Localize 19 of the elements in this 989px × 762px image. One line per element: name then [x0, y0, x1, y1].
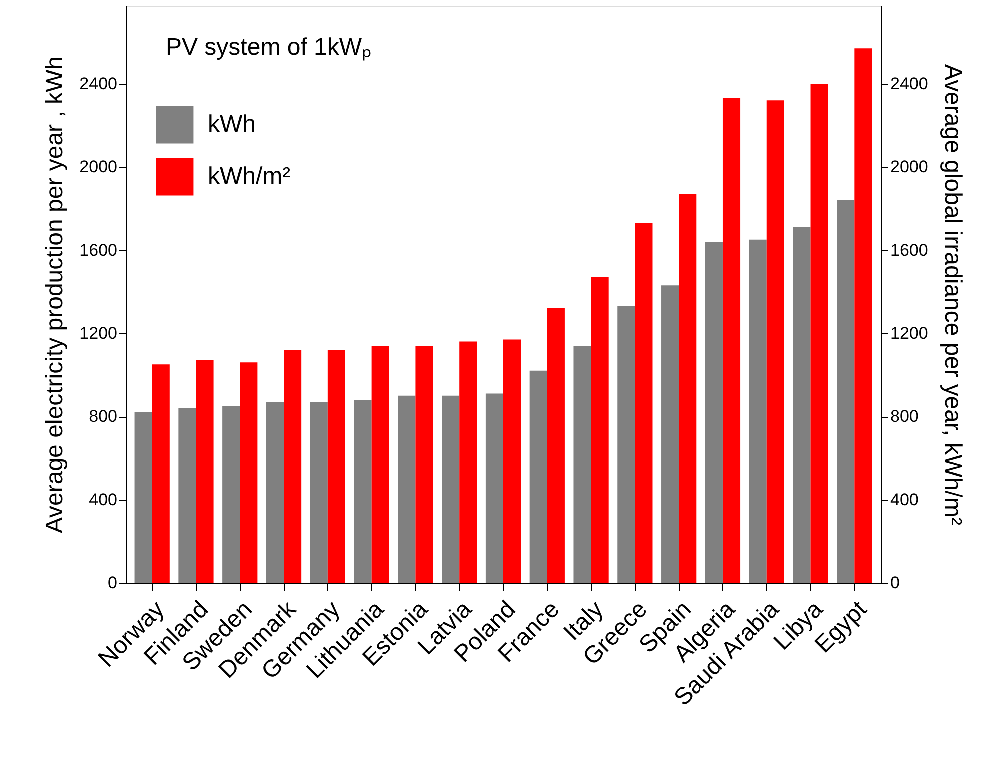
y2-tick-label: 2000 [890, 158, 928, 177]
y2-tick-label: 800 [890, 407, 919, 426]
y-tick-label: 0 [108, 574, 118, 592]
legend-label: kWh/m² [208, 163, 291, 190]
y-tick-label: 400 [89, 490, 118, 510]
y-tick-label: 2400 [80, 74, 118, 94]
y2-axis-title: Average global irradiance per year, kWh/m² [939, 64, 966, 526]
y-tick-label: 1600 [80, 240, 118, 260]
y2-tick-label: 1600 [890, 240, 928, 260]
y2-tick-label: 2400 [890, 74, 928, 94]
text: PV system of 1kWₚ [166, 34, 372, 61]
y-axis-title: Average electricity production per year , kWh [42, 56, 69, 534]
legend-label: kWh [208, 111, 256, 138]
y2-tick-label: 0 [890, 574, 900, 592]
y-tick-label: 1200 [80, 324, 118, 343]
y-tick-label: 2000 [80, 158, 118, 177]
y2-tick-label: 1200 [890, 324, 928, 343]
y-tick-label: 800 [89, 407, 118, 426]
y2-tick-label: 400 [890, 490, 919, 510]
